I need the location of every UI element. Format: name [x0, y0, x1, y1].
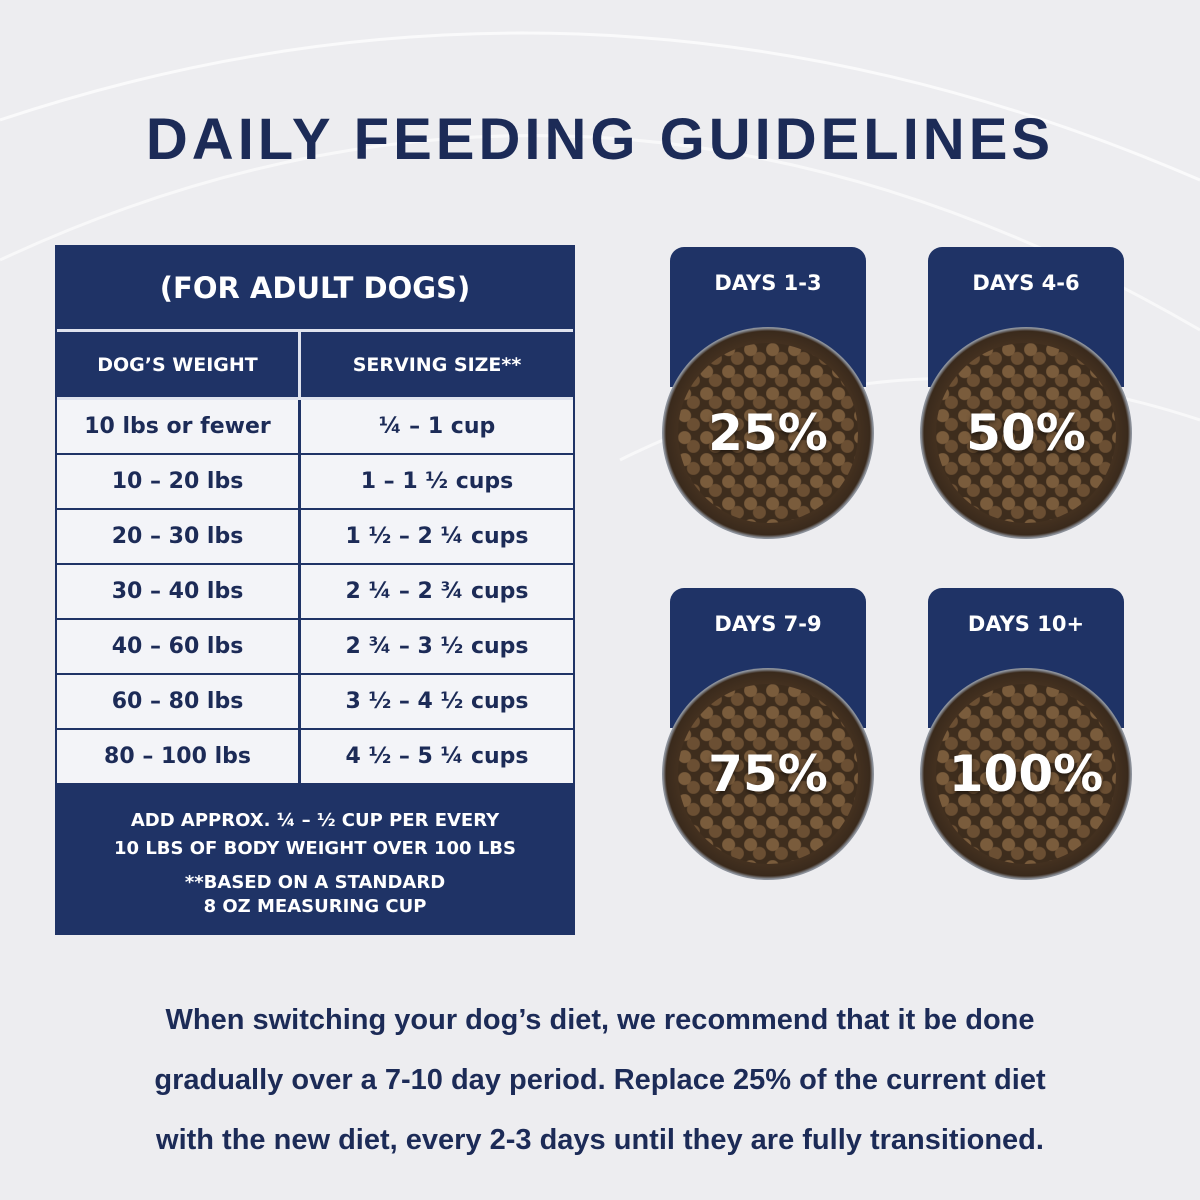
food-bowl-image: 25% [662, 327, 874, 539]
header-serving: SERVING SIZE** [352, 353, 522, 376]
serving-cell: 3 ½ – 4 ½ cups [345, 689, 529, 714]
transition-card: DAYS 1-3 25% [662, 247, 874, 547]
food-bowl-image: 75% [662, 668, 874, 880]
note-line: 10 LBS OF BODY WEIGHT OVER 100 LBS [114, 838, 516, 859]
food-bowl-image: 100% [920, 668, 1132, 880]
serving-cell: 1 ½ – 2 ¼ cups [345, 524, 529, 549]
background-arc [0, 31, 1200, 182]
serving-cell: 4 ½ – 5 ¼ cups [345, 744, 529, 769]
note-line: **BASED ON A STANDARD [184, 872, 446, 893]
transition-card: DAYS 10+ 100% [920, 588, 1132, 888]
note-line: 8 OZ MEASURING CUP [203, 896, 427, 917]
transition-card: DAYS 4-6 50% [920, 247, 1132, 547]
feeding-table: (FOR ADULT DOGS) DOG’S WEIGHT SERVING SI… [55, 245, 575, 935]
paragraph-line: When switching your dog’s diet, we recom… [165, 1004, 1035, 1036]
background-arc [0, 134, 1200, 332]
paragraph-line: with the new diet, every 2-3 days until … [156, 1124, 1044, 1156]
weight-cell: 20 – 30 lbs [57, 510, 301, 563]
weight-cell: 30 – 40 lbs [57, 565, 301, 618]
transition-card: DAYS 7-9 75% [662, 588, 874, 888]
paragraph-line: gradually over a 7-10 day period. Replac… [154, 1064, 1046, 1096]
table-row: 80 – 100 lbs 4 ½ – 5 ¼ cups [57, 730, 573, 785]
food-bowl-image: 50% [920, 327, 1132, 539]
serving-cell: ¼ – 1 cup [378, 414, 496, 439]
table-row: 20 – 30 lbs 1 ½ – 2 ¼ cups [57, 510, 573, 565]
table-row: 40 – 60 lbs 2 ¾ – 3 ½ cups [57, 620, 573, 675]
transition-instructions: When switching your dog’s diet, we recom… [0, 990, 1200, 1170]
weight-cell: 10 – 20 lbs [57, 455, 301, 508]
percent-label: 25% [708, 404, 828, 462]
serving-cell: 2 ¾ – 3 ½ cups [345, 634, 529, 659]
percent-label: 75% [708, 745, 828, 803]
header-weight: DOG’S WEIGHT [57, 332, 301, 397]
percent-label: 100% [948, 745, 1104, 803]
serving-cell: 1 – 1 ½ cups [360, 469, 514, 494]
percent-label: 50% [966, 404, 1086, 462]
table-row: 10 lbs or fewer ¼ – 1 cup [57, 400, 573, 455]
table-row: 60 – 80 lbs 3 ½ – 4 ½ cups [57, 675, 573, 730]
table-row: 10 – 20 lbs 1 – 1 ½ cups [57, 455, 573, 510]
weight-cell: 40 – 60 lbs [57, 620, 301, 673]
weight-cell: 60 – 80 lbs [57, 675, 301, 728]
weight-cell: 80 – 100 lbs [57, 730, 301, 783]
table-caption: (FOR ADULT DOGS) [57, 247, 573, 332]
table-row: 30 – 40 lbs 2 ¼ – 2 ¾ cups [57, 565, 573, 620]
table-footer: ADD APPROX. ¼ – ½ CUP PER EVERY 10 LBS O… [57, 785, 573, 919]
serving-cell: 2 ¼ – 2 ¾ cups [345, 579, 529, 604]
note-line: ADD APPROX. ¼ – ½ CUP PER EVERY [130, 810, 500, 831]
table-header: DOG’S WEIGHT SERVING SIZE** [57, 332, 573, 400]
weight-cell: 10 lbs or fewer [57, 400, 301, 453]
page-title: DAILY FEEDING GUIDELINES [145, 107, 1055, 172]
